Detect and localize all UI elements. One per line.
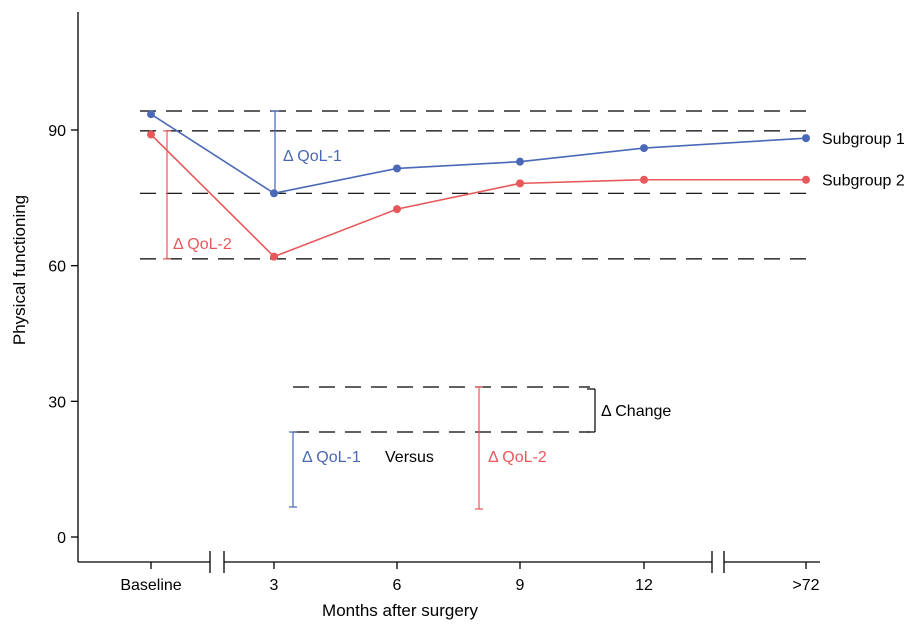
y-tick-label: 0 bbox=[57, 530, 66, 547]
x-tick-label: Baseline bbox=[120, 577, 181, 594]
delta-qol2-label: Δ QoL-2 bbox=[173, 236, 232, 253]
inset-qol2-label: Δ QoL-2 bbox=[488, 449, 547, 466]
y-tick-label: 60 bbox=[48, 259, 66, 276]
x-tick-label: 3 bbox=[270, 577, 279, 594]
x-tick-label: >72 bbox=[792, 577, 819, 594]
annotations: Δ QoL-1 Δ QoL-2 bbox=[163, 110, 342, 260]
data-point bbox=[270, 252, 278, 261]
x-tick-label: 12 bbox=[635, 577, 653, 594]
inset-qol1-label: Δ QoL-1 bbox=[302, 449, 361, 466]
delta-change-label: Δ Change bbox=[601, 403, 671, 420]
data-point bbox=[516, 157, 524, 166]
comparison-inset: Δ QoL-1 Versus Δ QoL-2 Δ Change bbox=[289, 386, 671, 510]
y-tick-label: 90 bbox=[48, 123, 66, 140]
data-point bbox=[393, 164, 401, 173]
reference-lines bbox=[140, 110, 812, 260]
y-tick-label: 30 bbox=[48, 394, 66, 411]
data-point bbox=[640, 144, 648, 153]
series-line bbox=[150, 133, 806, 258]
data-point bbox=[393, 205, 401, 214]
series-label: Subgroup 2 bbox=[822, 173, 905, 190]
x-tick-label: 9 bbox=[516, 577, 525, 594]
data-point bbox=[802, 175, 810, 184]
data-point bbox=[640, 175, 648, 184]
x-axis-title: Months after surgery bbox=[322, 601, 478, 620]
inset-versus-label: Versus bbox=[385, 449, 434, 466]
y-axis-title: Physical functioning bbox=[10, 195, 29, 345]
data-point bbox=[516, 179, 524, 188]
data-point bbox=[802, 134, 810, 143]
x-tick-label: 6 bbox=[393, 577, 402, 594]
series-group: Subgroup 1 Subgroup 2 bbox=[147, 110, 905, 261]
axes: 0 30 60 90 Baseline 3 6 9 12 >72 bbox=[48, 12, 820, 594]
data-point bbox=[147, 130, 155, 139]
series-line bbox=[150, 113, 807, 195]
series-label: Subgroup 1 bbox=[822, 131, 905, 148]
delta-qol1-label: Δ QoL-1 bbox=[283, 148, 342, 165]
data-point bbox=[147, 110, 155, 119]
